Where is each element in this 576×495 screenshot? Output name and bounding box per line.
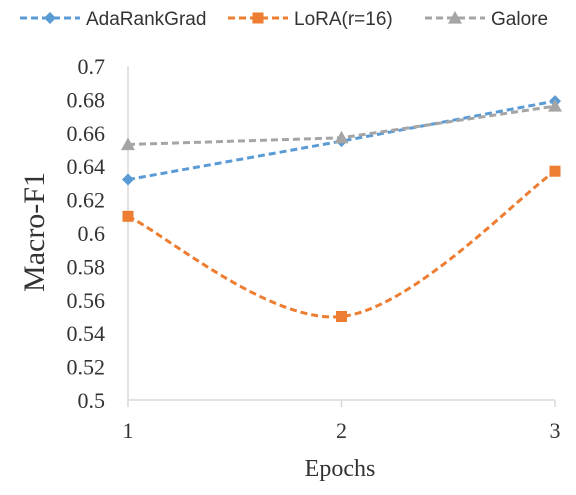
data-point-square bbox=[336, 311, 347, 322]
legend: AdaRankGrad LoRA(r=16) Galore bbox=[20, 9, 548, 30]
y-tick-label: 0.66 bbox=[67, 121, 106, 146]
y-tick-label: 0.52 bbox=[67, 355, 106, 380]
y-tick-label: 0.6 bbox=[78, 221, 106, 246]
y-tick-label: 0.62 bbox=[67, 188, 106, 213]
series-galore bbox=[121, 99, 562, 151]
legend-item: AdaRankGrad bbox=[20, 9, 206, 30]
legend-marker bbox=[44, 12, 56, 24]
x-tick-label: 2 bbox=[336, 418, 347, 443]
y-tick-label: 0.54 bbox=[67, 321, 106, 346]
data-point-triangle bbox=[548, 99, 562, 112]
y-tick-label: 0.7 bbox=[78, 54, 106, 79]
y-tick-label: 0.58 bbox=[67, 254, 106, 279]
legend-item: LoRA(r=16) bbox=[228, 9, 393, 30]
data-point-triangle bbox=[121, 137, 135, 151]
data-point-triangle bbox=[334, 130, 349, 144]
y-tick-label: 0.64 bbox=[67, 154, 106, 179]
x-tick-label: 3 bbox=[550, 418, 561, 443]
series-line bbox=[127, 169, 556, 319]
legend-label: LoRA(r=16) bbox=[294, 9, 393, 30]
data-point-square bbox=[122, 210, 134, 222]
series-line bbox=[127, 99, 556, 182]
legend-label: Galore bbox=[491, 9, 548, 30]
legend-item: Galore bbox=[425, 9, 548, 30]
legend-marker bbox=[448, 11, 462, 24]
y-tick-label: 0.5 bbox=[78, 388, 106, 413]
data-point-diamond bbox=[122, 173, 134, 186]
data-point-square bbox=[549, 165, 561, 177]
chart-axes: 0.5 0.52 0.54 0.56 0.58 0.6 0.62 0.64 0.66 0.68 0.… bbox=[67, 54, 561, 443]
y-tick-label: 0.56 bbox=[67, 288, 106, 313]
series-lora-r-16 bbox=[122, 165, 561, 322]
legend-label: AdaRankGrad bbox=[86, 9, 206, 30]
series-layer bbox=[121, 95, 562, 322]
y-tick-label: 0.68 bbox=[67, 87, 106, 112]
legend-marker bbox=[252, 12, 264, 24]
x-tick-label: 1 bbox=[123, 418, 134, 443]
y-axis-title: Macro-F1 bbox=[18, 172, 51, 292]
x-axis-title: Epochs bbox=[305, 456, 376, 482]
